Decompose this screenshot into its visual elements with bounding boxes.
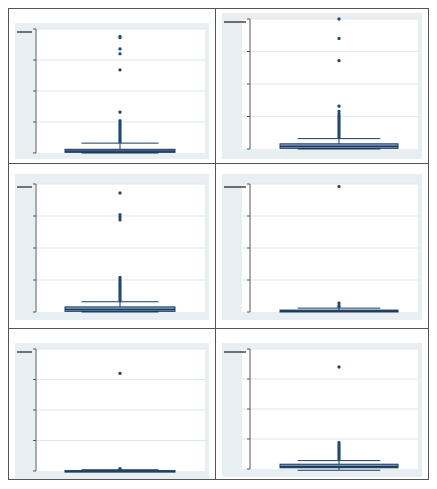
outlier-point bbox=[118, 213, 122, 217]
outlier-point bbox=[337, 184, 341, 189]
column-divider bbox=[215, 9, 216, 479]
boxplot-panel-1 bbox=[9, 9, 215, 163]
boxplot-svg-1 bbox=[15, 23, 209, 159]
outlier-point bbox=[337, 441, 341, 445]
boxplot-svg-6 bbox=[222, 343, 422, 477]
outlier-point bbox=[337, 365, 341, 369]
outlier-point bbox=[337, 109, 341, 113]
outlier-point bbox=[118, 68, 122, 72]
row-divider bbox=[9, 328, 428, 329]
outlier-point bbox=[337, 443, 341, 447]
outlier-point bbox=[118, 215, 122, 219]
outlier-point bbox=[337, 104, 341, 108]
outlier-point bbox=[118, 47, 122, 51]
boxplot-panel-4 bbox=[216, 164, 428, 328]
outlier-point bbox=[118, 275, 122, 280]
outlier-point bbox=[337, 36, 341, 41]
outlier-point bbox=[118, 191, 122, 195]
outlier-point bbox=[337, 304, 341, 308]
outlier-point bbox=[337, 301, 341, 305]
chart-grid bbox=[8, 8, 429, 480]
outlier-point bbox=[118, 52, 122, 56]
outlier-point bbox=[118, 110, 122, 114]
outlier-point bbox=[337, 59, 341, 63]
outlier-point bbox=[118, 34, 122, 39]
boxplot-svg-2 bbox=[222, 13, 422, 159]
outlier-point bbox=[118, 466, 122, 471]
boxplot-svg-3 bbox=[15, 174, 209, 320]
outlier-point bbox=[118, 371, 122, 375]
outlier-point bbox=[118, 218, 122, 222]
boxplot-panel-6 bbox=[216, 329, 428, 479]
boxplot-svg-4 bbox=[222, 174, 422, 320]
boxplot-panel-2 bbox=[216, 9, 428, 163]
boxplot-panel-5 bbox=[9, 329, 215, 479]
row-divider bbox=[9, 163, 428, 164]
outlier-point bbox=[337, 17, 341, 21]
boxplot-panel-3 bbox=[9, 164, 215, 328]
outlier-point bbox=[337, 112, 341, 116]
boxplot-svg-5 bbox=[15, 343, 209, 479]
outlier-point bbox=[118, 119, 122, 123]
